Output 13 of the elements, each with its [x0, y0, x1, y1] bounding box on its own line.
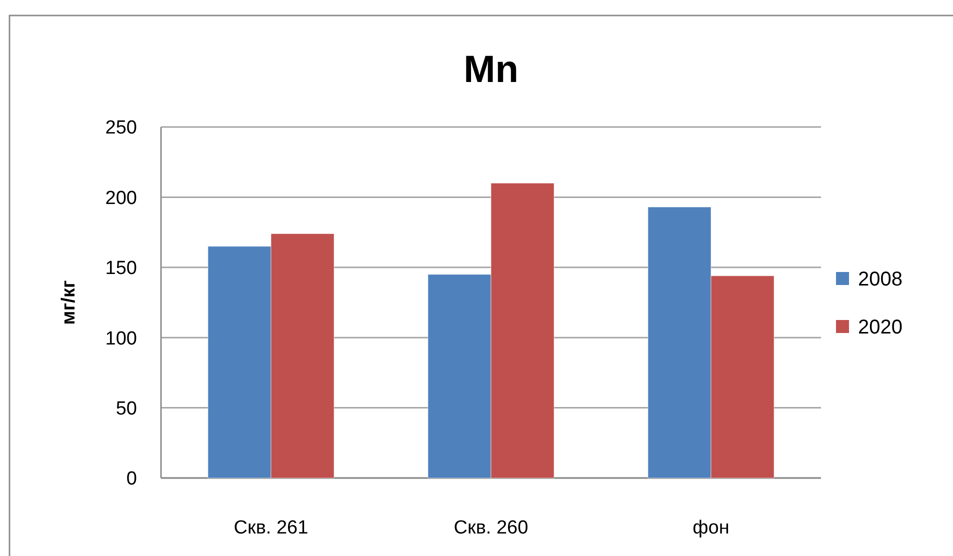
- y-tick-label: 0: [126, 468, 137, 490]
- chart-title: Mn: [464, 49, 518, 91]
- x-tick-label: Скв. 261: [234, 518, 308, 539]
- legend-label: 2008: [858, 268, 902, 290]
- y-tick-label: 150: [105, 258, 137, 280]
- y-tick-label: 200: [105, 188, 137, 209]
- y-tick-label: 250: [105, 118, 137, 139]
- x-tick-label: фон: [692, 518, 730, 539]
- x-tick-label: Скв. 260: [454, 518, 528, 539]
- y-tick-label: 100: [105, 328, 137, 350]
- y-axis-title: мг/кг: [58, 280, 80, 325]
- y-tick-label: 50: [116, 398, 137, 420]
- legend-label: 2020: [858, 316, 902, 338]
